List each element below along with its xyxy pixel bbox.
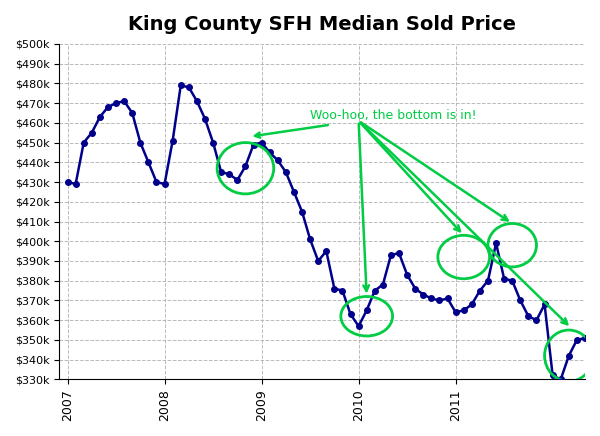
Title: King County SFH Median Sold Price: King County SFH Median Sold Price xyxy=(128,15,516,34)
Text: Woo-hoo, the bottom is in!: Woo-hoo, the bottom is in! xyxy=(255,109,477,138)
